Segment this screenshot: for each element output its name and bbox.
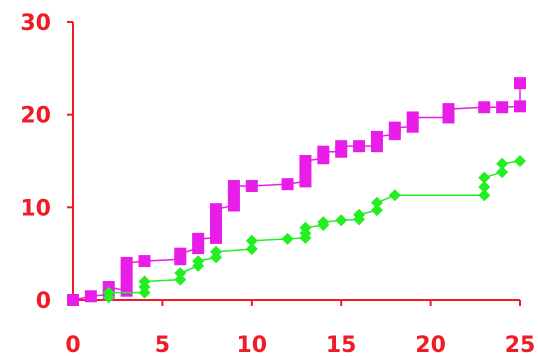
data-point: [138, 255, 151, 268]
data-point: [299, 221, 312, 234]
data-point: [406, 120, 419, 133]
y-tick-label-10: 10: [20, 196, 51, 221]
data-point: [406, 111, 419, 124]
data-point: [192, 255, 205, 268]
data-point: [370, 130, 383, 143]
data-point: [370, 196, 383, 209]
data-point: [335, 214, 348, 227]
data-point: [353, 140, 366, 153]
data-point: [478, 101, 491, 114]
data-point: [84, 290, 97, 303]
data-point: [353, 208, 366, 221]
data-point: [370, 140, 383, 153]
data-point: [227, 189, 240, 202]
data-point: [245, 180, 258, 193]
data-point: [210, 245, 223, 258]
data-point: [478, 171, 491, 184]
data-point: [210, 212, 223, 225]
data-point: [227, 199, 240, 212]
data-point: [120, 284, 133, 297]
data-point: [317, 216, 330, 229]
data-point: [102, 286, 115, 299]
data-point: [138, 275, 151, 288]
x-tick-labels: 0 5 10 15 20 25: [65, 333, 535, 356]
x-tick-label-10: 10: [236, 333, 267, 356]
data-point: [299, 155, 312, 167]
axes: [67, 21, 521, 306]
data-point: [478, 180, 491, 193]
data-point: [514, 100, 526, 113]
x-tick-label-5: 5: [155, 333, 170, 356]
data-point: [192, 232, 205, 245]
data-point: [245, 243, 258, 256]
data-point: [281, 178, 294, 191]
data-point: [442, 103, 455, 116]
data-point: [514, 77, 526, 90]
data-point: [478, 189, 491, 202]
series-1: [102, 155, 526, 304]
data-point: [67, 294, 79, 306]
data-point: [192, 242, 205, 255]
series-0: [67, 77, 526, 306]
y-tick-labels: 0 10 20 30: [20, 11, 51, 314]
data-point: [174, 267, 187, 280]
data-point: [120, 256, 133, 269]
y-tick-label-20: 20: [20, 104, 51, 129]
data-point: [281, 232, 294, 245]
data-point: [496, 166, 509, 179]
data-point: [120, 275, 133, 288]
data-point: [174, 247, 187, 260]
data-point: [496, 101, 509, 114]
data-point: [227, 180, 240, 193]
data-point: [210, 231, 223, 244]
x-tick-label-15: 15: [326, 333, 357, 356]
series-line: [108, 160, 521, 298]
data-point: [514, 155, 526, 167]
series-layer: [67, 77, 526, 306]
data-point: [245, 234, 258, 247]
data-point: [174, 273, 187, 286]
data-point: [299, 175, 312, 188]
data-point: [210, 222, 223, 235]
data-point: [120, 266, 133, 279]
x-tick-label-20: 20: [415, 333, 446, 356]
data-point: [210, 203, 223, 216]
x-tick-label-25: 25: [505, 333, 536, 356]
data-point: [317, 145, 330, 158]
data-point: [388, 121, 401, 134]
data-point: [335, 140, 348, 153]
data-point: [370, 204, 383, 217]
data-point: [496, 157, 509, 170]
data-point: [388, 189, 401, 202]
y-tick-label-30: 30: [20, 11, 51, 36]
data-point: [299, 166, 312, 179]
y-tick-label-0: 0: [36, 289, 51, 314]
x-tick-label-0: 0: [65, 333, 80, 356]
